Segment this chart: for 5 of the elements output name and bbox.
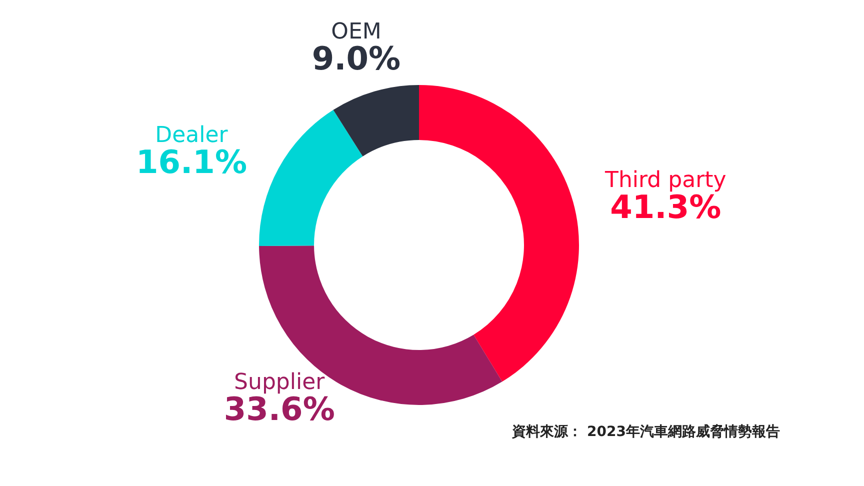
source-note: 資料來源： 2023年汽車網路威脅情勢報告: [511, 424, 780, 440]
donut-slice: [333, 85, 419, 156]
donut-slice: [259, 110, 363, 246]
slice-label: Supplier: [234, 370, 326, 396]
donut-slice: [419, 85, 579, 382]
